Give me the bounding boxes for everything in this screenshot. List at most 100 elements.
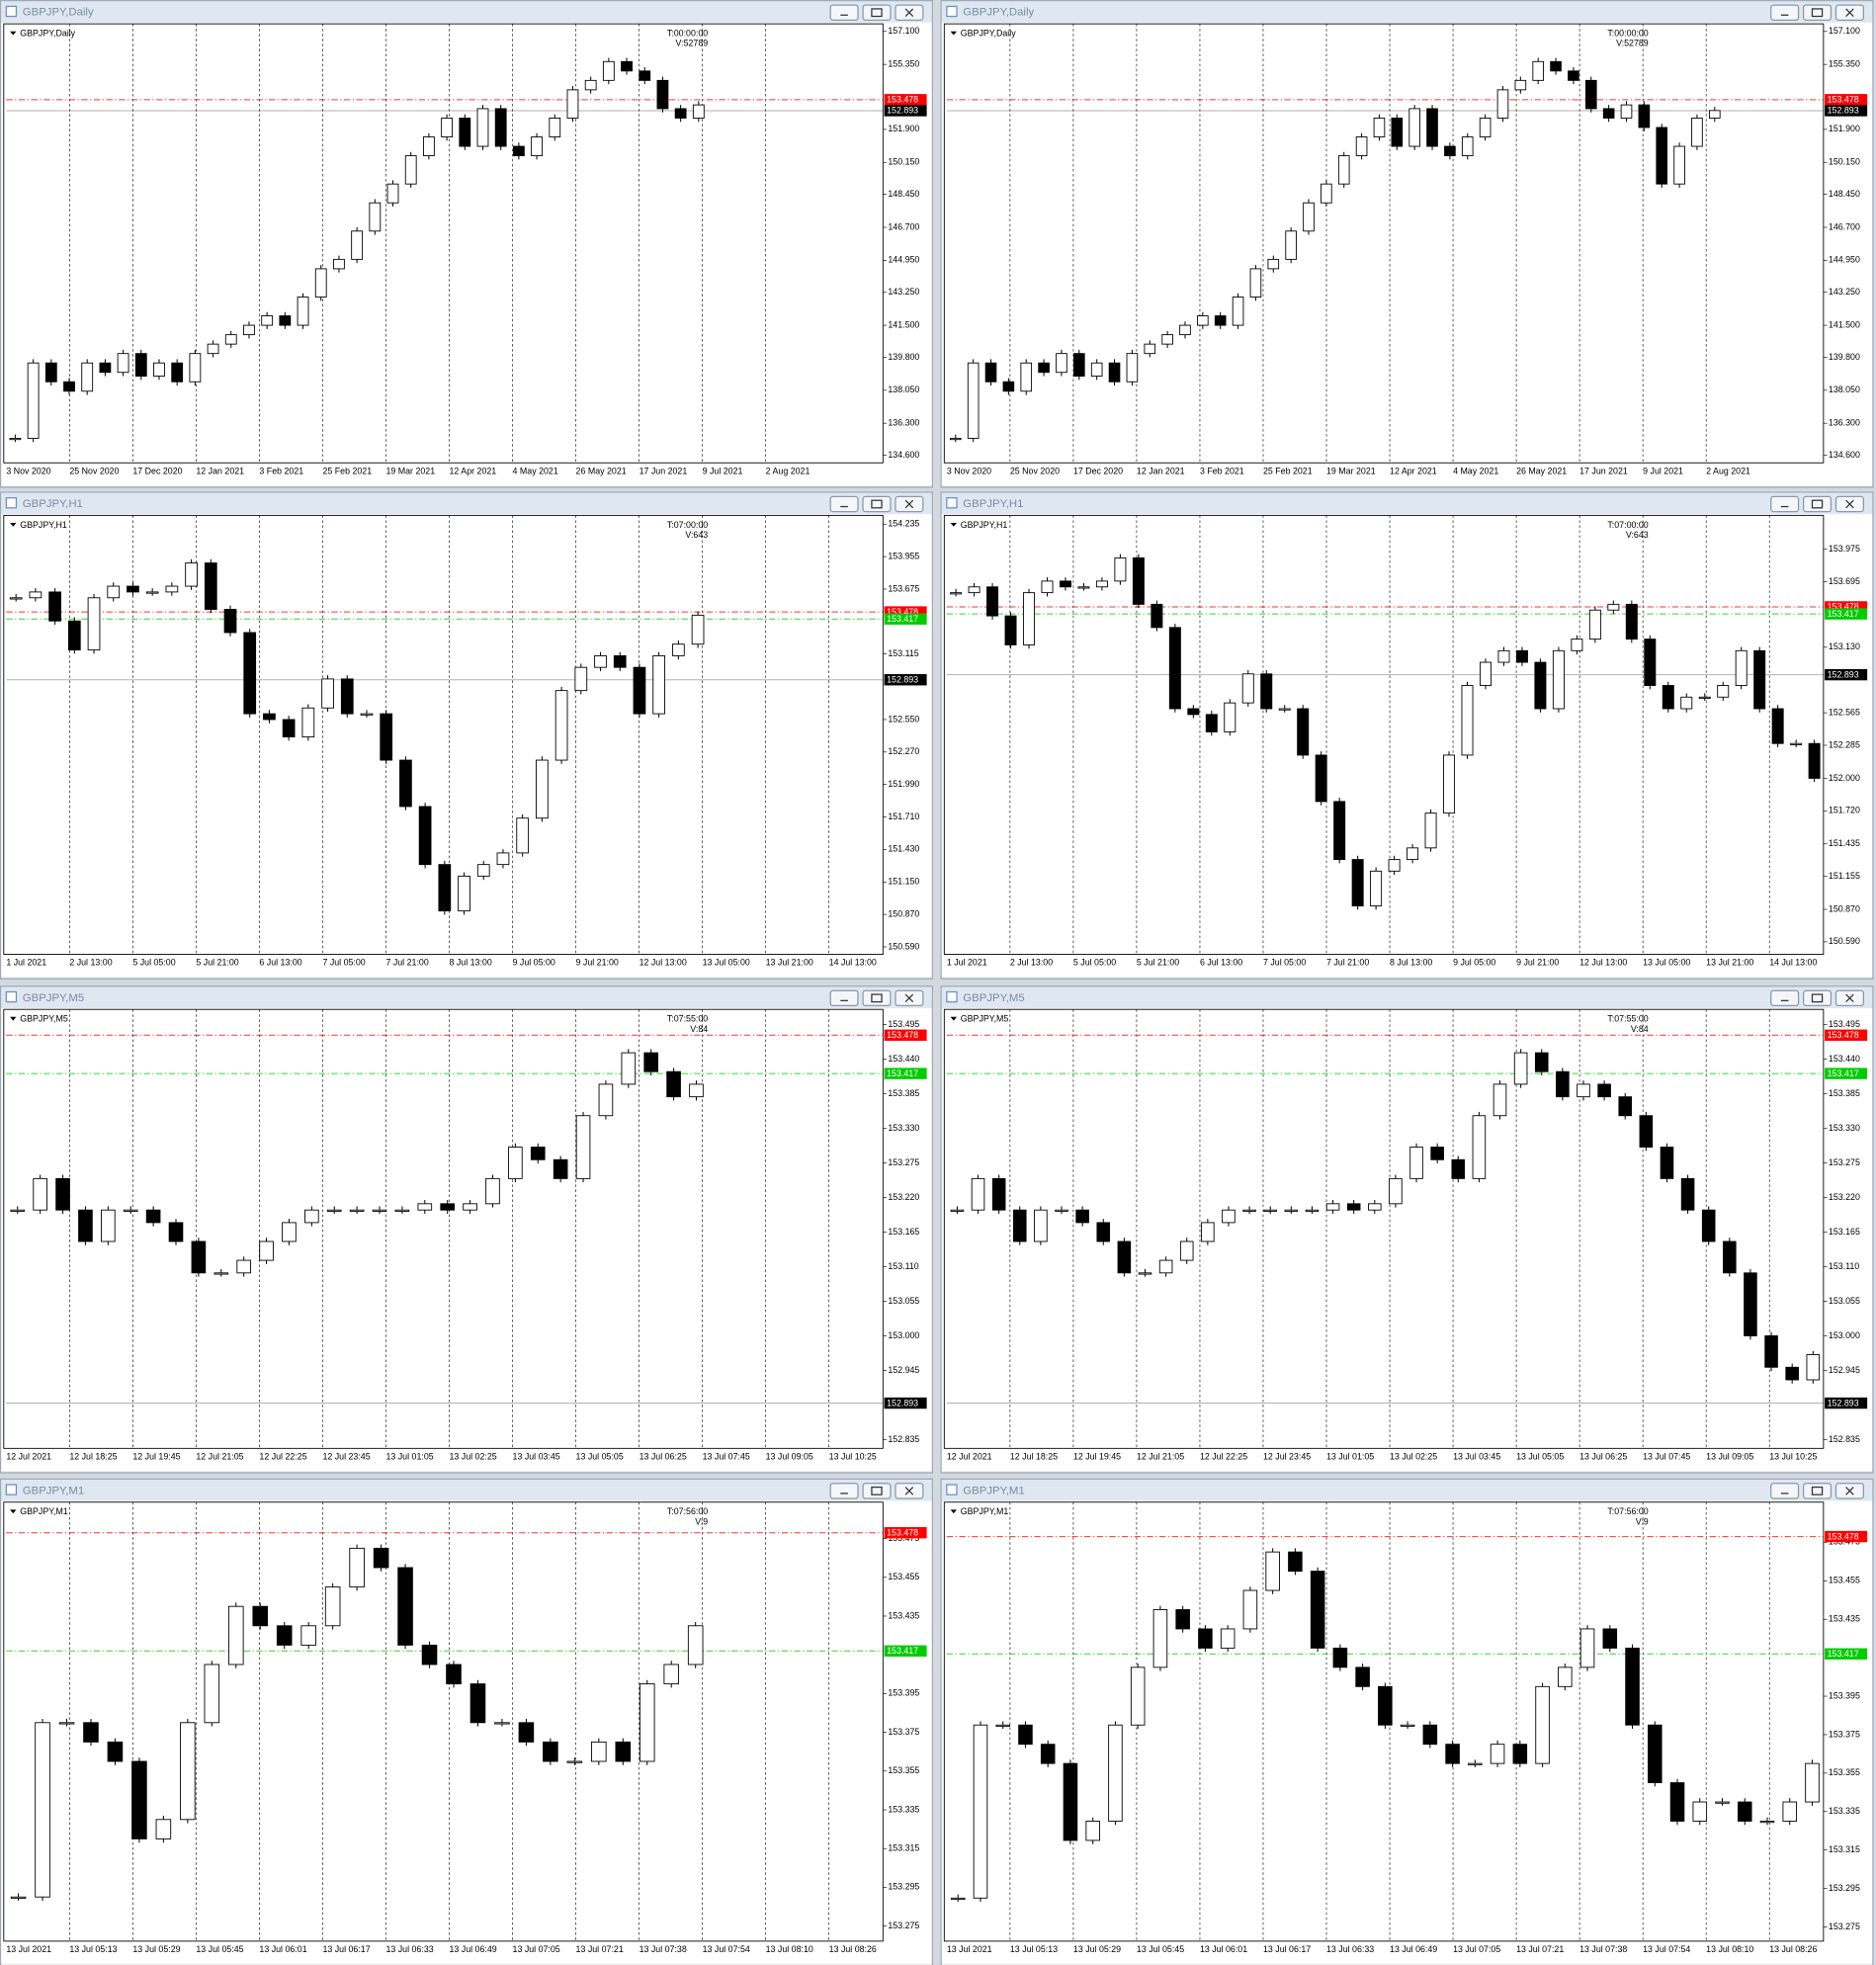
time-label: 12 Jul 19:45 xyxy=(1073,1452,1121,1462)
minimize-button[interactable] xyxy=(1770,495,1800,513)
candle xyxy=(1408,108,1420,147)
candle xyxy=(1370,870,1383,906)
candle xyxy=(950,1209,965,1212)
window-icon xyxy=(5,497,18,509)
restore-button[interactable] xyxy=(1802,4,1833,21)
candle xyxy=(1535,1685,1550,1764)
minimize-button[interactable] xyxy=(829,989,859,1007)
y-tick-label: 157.100 xyxy=(888,26,919,36)
time-label: 2 Aug 2021 xyxy=(1706,466,1750,475)
button-glyph xyxy=(1811,993,1824,1003)
restore-button[interactable] xyxy=(1802,495,1833,513)
price-tag-label: 153.478 xyxy=(1828,1531,1859,1541)
candle xyxy=(1201,1222,1215,1242)
minimize-button[interactable] xyxy=(1770,989,1800,1007)
time-label: 13 Jul 2021 xyxy=(6,1944,51,1954)
candle xyxy=(204,562,217,610)
candle xyxy=(351,230,364,260)
time-label: 13 Jul 06:01 xyxy=(1200,1944,1247,1954)
y-tick-label: 153.375 xyxy=(888,1727,919,1737)
candle xyxy=(584,79,597,91)
candle xyxy=(417,1203,433,1211)
price-tag-label: 152.893 xyxy=(1828,106,1859,116)
restore-button[interactable] xyxy=(862,989,892,1007)
minimize-button[interactable] xyxy=(829,495,859,513)
time-label: 13 Jul 2021 xyxy=(947,1944,992,1954)
time-label: 13 Jul 06:17 xyxy=(322,1944,370,1954)
time-label: 13 Jul 21:00 xyxy=(1706,958,1753,968)
time-label: 9 Jul 2021 xyxy=(1643,466,1683,475)
candle xyxy=(101,1209,116,1242)
candle xyxy=(1534,661,1547,710)
candle xyxy=(1691,118,1703,147)
candle xyxy=(1808,742,1821,779)
y-tick-label: 153.385 xyxy=(1829,1088,1860,1098)
time-label: 13 Jul 07:21 xyxy=(1516,1944,1564,1954)
y-tick-label: 151.990 xyxy=(888,779,919,789)
time-label: 13 Jul 06:25 xyxy=(640,1452,687,1462)
candle xyxy=(1444,145,1456,157)
candle xyxy=(78,1209,93,1242)
candle xyxy=(1496,89,1509,119)
candle xyxy=(180,1722,196,1821)
candle xyxy=(1400,1724,1415,1727)
time-label: 5 Jul 05:00 xyxy=(132,958,175,968)
time-label: 25 Nov 2020 xyxy=(1010,466,1060,475)
candle xyxy=(191,1240,207,1274)
time-label: 12 Jul 22:25 xyxy=(259,1452,306,1462)
y-tick-label: 144.950 xyxy=(888,255,919,265)
candle xyxy=(1648,1724,1663,1784)
minimize-button[interactable] xyxy=(829,1483,859,1499)
restore-button[interactable] xyxy=(1802,989,1833,1007)
candle xyxy=(397,1567,413,1646)
y-tick-label: 153.395 xyxy=(1829,1690,1860,1700)
candle xyxy=(259,1240,274,1261)
candle xyxy=(1108,362,1121,383)
minimize-button[interactable] xyxy=(1770,1483,1800,1499)
y-tick-label: 153.375 xyxy=(1829,1729,1860,1739)
bar-info: T:07:00:00 xyxy=(667,520,708,530)
candle xyxy=(1577,1083,1590,1098)
restore-button[interactable] xyxy=(1802,1483,1833,1499)
candle xyxy=(1443,754,1456,814)
candle xyxy=(35,1722,50,1898)
y-tick-label: 139.800 xyxy=(1829,352,1860,362)
candle xyxy=(1310,1571,1325,1649)
chart-area xyxy=(941,1500,1873,1964)
time-label: 13 Jul 05:29 xyxy=(1073,1944,1121,1954)
minimize-button[interactable] xyxy=(829,4,859,21)
y-tick-label: 152.835 xyxy=(1829,1434,1860,1444)
candle xyxy=(9,437,22,441)
price-tag xyxy=(884,674,927,686)
candle xyxy=(1451,1158,1466,1179)
y-tick-label: 153.385 xyxy=(888,1088,919,1098)
minimize-button[interactable] xyxy=(1770,4,1800,21)
time-label: 7 Jul 21:00 xyxy=(385,958,428,968)
time-label: 13 Jul 05:05 xyxy=(576,1452,624,1462)
y-tick-label: 141.500 xyxy=(1829,319,1860,329)
restore-button[interactable] xyxy=(862,495,892,513)
y-tick-label: 153.355 xyxy=(1829,1767,1860,1777)
bar-info: T:07:56:00 xyxy=(1607,1506,1648,1516)
candle xyxy=(83,1722,99,1743)
y-tick-label: 146.700 xyxy=(1829,221,1860,231)
candle xyxy=(1639,1115,1654,1148)
time-label: 13 Jul 10:25 xyxy=(1769,1452,1817,1462)
restore-button[interactable] xyxy=(862,1483,892,1499)
y-tick-label: 153.330 xyxy=(1829,1123,1860,1133)
time-label: 13 Jul 06:17 xyxy=(1263,1944,1311,1954)
candle xyxy=(463,1203,477,1211)
bar-info: V:84 xyxy=(690,1024,708,1034)
candle xyxy=(81,362,94,392)
time-label: 13 Jul 05:13 xyxy=(69,1944,117,1954)
bar-info: V:52789 xyxy=(676,39,709,48)
restore-button[interactable] xyxy=(862,4,892,21)
candle xyxy=(950,1897,966,1901)
candle xyxy=(543,1741,558,1762)
time-label: 13 Jul 07:45 xyxy=(703,1452,750,1462)
y-tick-label: 153.295 xyxy=(1829,1883,1860,1893)
price-tag xyxy=(1825,94,1868,106)
candle xyxy=(168,1222,184,1242)
